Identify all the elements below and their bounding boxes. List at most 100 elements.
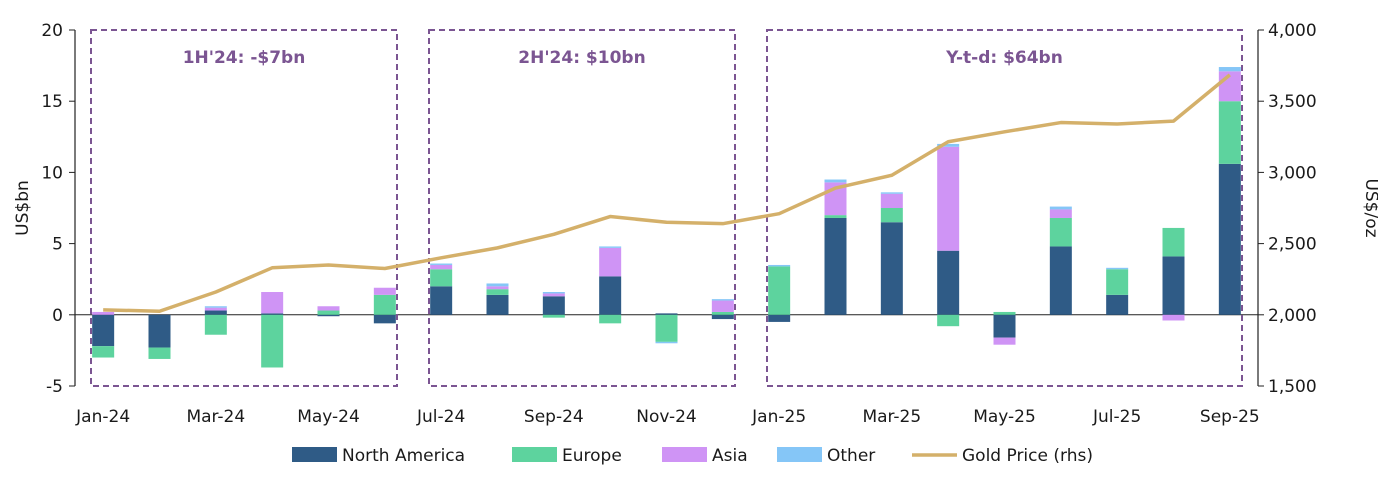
bar-segment bbox=[711, 314, 734, 320]
bar-segment bbox=[204, 310, 227, 315]
bar-segment bbox=[1218, 67, 1241, 72]
period-annotation-box bbox=[90, 29, 398, 387]
bar-segment bbox=[542, 292, 565, 294]
bar-segment bbox=[373, 287, 396, 295]
y-right-tick-label: 2,500 bbox=[1268, 235, 1317, 255]
bar-segment bbox=[711, 311, 734, 315]
bar-segment bbox=[1049, 217, 1072, 247]
y-right-tick-label: 4,000 bbox=[1268, 21, 1317, 41]
bar-segment bbox=[655, 341, 678, 344]
x-tick-label: Jul-24 bbox=[416, 407, 465, 427]
bar-segment bbox=[373, 314, 396, 324]
x-tick-label: Jan-25 bbox=[751, 407, 806, 427]
bar-segment bbox=[261, 314, 284, 368]
bar-segment bbox=[993, 337, 1016, 345]
bar-segment bbox=[1162, 256, 1185, 315]
bar-segment bbox=[880, 208, 903, 223]
bar-segment bbox=[486, 294, 509, 315]
bar-segment bbox=[880, 193, 903, 208]
y-right-tick-label: 1,500 bbox=[1268, 377, 1317, 397]
legend-label: Asia bbox=[712, 446, 748, 466]
y-left-axis-title: US$bn bbox=[13, 180, 33, 236]
bar-segment bbox=[768, 314, 791, 322]
bar-segment bbox=[430, 264, 453, 270]
period-annotation-box bbox=[766, 29, 1243, 387]
bar-segment bbox=[430, 269, 453, 287]
legend-label: Gold Price (rhs) bbox=[962, 446, 1093, 466]
bar-segment bbox=[880, 192, 903, 194]
legend-swatch bbox=[662, 447, 707, 462]
bar-segment bbox=[1049, 206, 1072, 210]
period-annotation-label: 2H'24: $10bn bbox=[518, 48, 645, 68]
bar-segment bbox=[542, 314, 565, 318]
gold-price-line bbox=[103, 73, 1231, 313]
bar-segment bbox=[768, 264, 791, 267]
period-annotation-box bbox=[428, 29, 736, 387]
bar-segment bbox=[937, 146, 960, 251]
legend-label: Europe bbox=[562, 446, 622, 466]
bar-segment bbox=[261, 313, 284, 315]
bar-segment bbox=[92, 311, 115, 315]
bar-segment bbox=[204, 314, 227, 335]
bar-segment bbox=[204, 306, 227, 308]
bar-segment bbox=[937, 314, 960, 327]
bar-segment bbox=[542, 296, 565, 315]
y-right-tick-label: 3,500 bbox=[1268, 92, 1317, 112]
bar-segment bbox=[317, 310, 340, 315]
x-tick-label: May-24 bbox=[297, 407, 360, 427]
bar-segment bbox=[148, 347, 171, 359]
bar-segment bbox=[655, 313, 678, 315]
bar-segment bbox=[1218, 101, 1241, 164]
bar-segment bbox=[880, 222, 903, 315]
y-left-tick-label: -5 bbox=[46, 377, 63, 397]
bar-segment bbox=[317, 306, 340, 311]
bar-segment bbox=[993, 311, 1016, 315]
bar-segment bbox=[92, 314, 115, 347]
period-annotation-label: Y-t-d: $64bn bbox=[945, 48, 1063, 68]
bar-segment bbox=[824, 179, 847, 183]
bar-segment bbox=[1049, 209, 1072, 218]
bar-segment bbox=[655, 314, 678, 342]
bar-segment bbox=[1162, 314, 1185, 321]
bar-segment bbox=[824, 215, 847, 218]
bar-segment bbox=[824, 217, 847, 315]
bar-segment bbox=[1106, 269, 1129, 295]
bar-segment bbox=[768, 266, 791, 315]
bar-segment bbox=[430, 263, 453, 265]
bar-segment bbox=[261, 292, 284, 314]
bar-segment bbox=[937, 250, 960, 315]
y-right-axis-title: US$/oz bbox=[1361, 178, 1378, 237]
bar-segment bbox=[430, 286, 453, 315]
bar-segment bbox=[993, 314, 1016, 338]
bar-segment bbox=[1049, 246, 1072, 315]
bar-segment bbox=[711, 299, 734, 301]
x-tick-label: Sep-24 bbox=[524, 407, 584, 427]
bar-segment bbox=[599, 314, 622, 324]
y-left-tick-label: 15 bbox=[41, 92, 63, 112]
period-annotation-label: 1H'24: -$7bn bbox=[183, 48, 306, 68]
y-right-tick-label: 3,000 bbox=[1268, 163, 1317, 183]
bar-segment bbox=[1106, 267, 1129, 270]
bar-segment bbox=[711, 300, 734, 312]
legend-label: North America bbox=[342, 446, 465, 466]
x-tick-label: Jul-25 bbox=[1092, 407, 1141, 427]
bar-segment bbox=[486, 286, 509, 290]
y-left-tick-label: 0 bbox=[52, 306, 63, 326]
y-left-tick-label: 20 bbox=[41, 21, 63, 41]
bar-segment bbox=[204, 307, 227, 311]
bar-segment bbox=[148, 314, 171, 348]
x-tick-label: Jan-24 bbox=[75, 407, 130, 427]
y-left-tick-label: 10 bbox=[41, 163, 63, 183]
x-tick-label: May-25 bbox=[973, 407, 1036, 427]
bar-segment bbox=[599, 247, 622, 277]
bar-segment bbox=[486, 289, 509, 295]
bar-segment bbox=[92, 346, 115, 358]
bar-segment bbox=[1218, 163, 1241, 315]
y-right-tick-label: 2,000 bbox=[1268, 306, 1317, 326]
y-left-tick-label: 5 bbox=[52, 235, 63, 255]
bar-segment bbox=[937, 143, 960, 147]
legend-label: Other bbox=[827, 446, 875, 466]
bar-segment bbox=[599, 276, 622, 315]
